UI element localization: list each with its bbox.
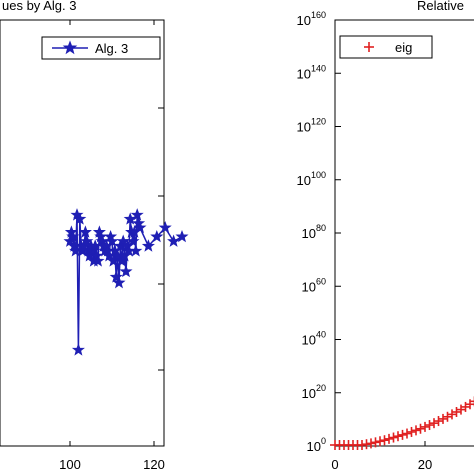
left-legend-label: Alg. 3 — [95, 41, 128, 56]
right-data-point — [411, 425, 421, 436]
left-x-tick-label: 120 — [143, 457, 165, 472]
left-data-point — [167, 234, 181, 247]
right-data-point — [451, 406, 462, 417]
left-panel: ues by Alg. 3 100 120 Alg. 3 — [0, 0, 189, 472]
right-data-point — [424, 420, 435, 431]
left-data-point — [129, 244, 143, 257]
right-y-tick-label: 1060 — [302, 276, 326, 294]
right-y-tick-label: 10100 — [297, 170, 327, 188]
left-legend-box — [41, 36, 161, 60]
right-axes-box — [334, 19, 474, 447]
left-data-point — [73, 212, 87, 225]
left-data-point — [126, 234, 140, 247]
right-data-point — [384, 433, 394, 444]
right-data-point — [388, 432, 399, 443]
left-chart-title: ues by Alg. 3 — [2, 0, 76, 13]
right-x-tick-label: 20 — [418, 457, 432, 472]
right-data-point — [402, 428, 412, 439]
left-data-point — [105, 234, 119, 247]
right-y-tick-label: 1080 — [302, 223, 326, 241]
right-y-tick-label: 10160 — [297, 10, 327, 28]
left-axes-box — [0, 19, 165, 447]
right-y-tick-label: 100 — [307, 436, 326, 454]
left-data-point — [109, 270, 123, 283]
plus-icon — [364, 42, 374, 52]
left-x-tick-label: 100 — [59, 457, 81, 472]
right-data-point — [433, 416, 444, 427]
right-y-tick-label: 10140 — [297, 63, 327, 81]
right-data-point — [406, 426, 417, 437]
left-data-point — [150, 229, 164, 243]
right-y-tick-label: 1040 — [302, 330, 326, 348]
right-data-point — [397, 429, 408, 440]
left-data-point — [158, 220, 172, 234]
right-data-point — [456, 404, 466, 415]
left-data-point — [71, 343, 85, 356]
right-data-point — [393, 431, 403, 442]
right-data-point — [370, 437, 381, 448]
right-chart-title: Relative — [417, 0, 464, 13]
right-y-tick-label: 10120 — [297, 117, 327, 135]
right-data-point — [420, 421, 430, 432]
right-legend: eig — [339, 35, 433, 59]
star-icon — [62, 40, 78, 55]
left-data-point — [78, 225, 92, 238]
right-data-point — [415, 423, 426, 434]
right-y-ticks: 100 1020 1040 1060 1080 10100 10120 10140 10160 — [297, 10, 341, 454]
right-legend-box — [339, 35, 433, 59]
right-data-point — [379, 435, 390, 446]
left-y-ticks — [158, 107, 164, 371]
left-data-point — [112, 275, 126, 289]
left-data-point — [80, 234, 94, 247]
right-data-point — [438, 413, 448, 424]
left-x-ticks: 100 120 — [59, 20, 165, 472]
right-y-tick-label: 1020 — [302, 383, 326, 401]
left-data-point — [133, 220, 147, 234]
right-data-point — [429, 418, 439, 429]
left-data-point — [175, 229, 189, 243]
left-data-point — [130, 208, 144, 221]
right-data-point — [375, 436, 385, 447]
right-x-tick-label: 0 — [331, 457, 338, 472]
right-legend-label: eig — [395, 40, 412, 55]
right-data-point — [442, 411, 453, 422]
left-data-point — [141, 239, 155, 252]
right-series-eig — [330, 396, 474, 450]
left-data-point — [118, 249, 132, 262]
right-panel: Relative 1001020104010601080101001012010… — [297, 0, 474, 472]
left-legend: Alg. 3 — [41, 36, 161, 60]
left-data-point — [119, 264, 133, 278]
left-data-point — [66, 229, 80, 243]
right-data-point — [469, 396, 474, 407]
right-data-point — [447, 409, 457, 420]
left-series-alg3 — [63, 208, 189, 356]
right-data-point — [460, 401, 471, 412]
right-data-point — [366, 438, 376, 449]
left-data-point — [91, 254, 105, 267]
